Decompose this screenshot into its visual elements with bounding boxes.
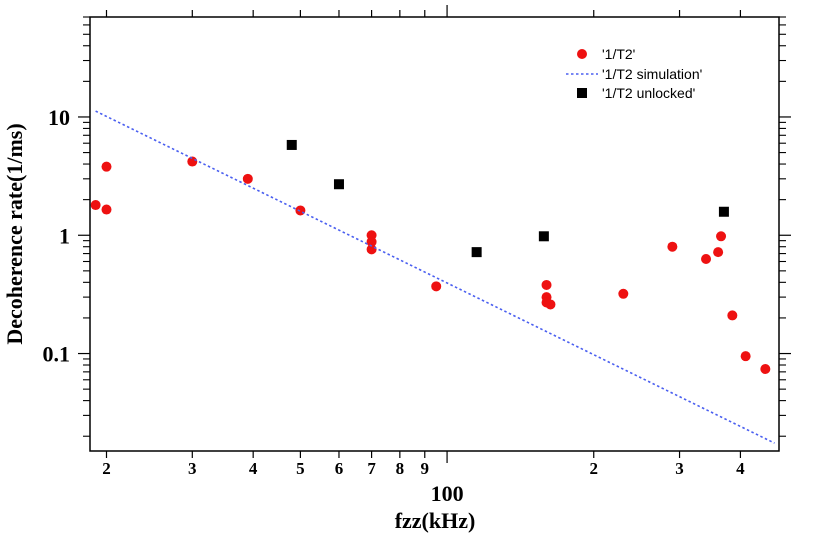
x-axis-title: fzz(kHz) (395, 508, 476, 533)
t2-point (740, 351, 751, 362)
t2-point (760, 364, 771, 375)
x-tick-label: 7 (367, 459, 376, 478)
t2-point (242, 173, 253, 184)
t2-point (101, 161, 112, 172)
t2-point (541, 279, 552, 290)
x-tick-label: 2 (102, 459, 111, 478)
y-tick-label: 10 (48, 105, 70, 130)
y-tick-label: 0.1 (43, 342, 71, 367)
x-tick-label: 100 (431, 481, 464, 506)
series-layer (90, 110, 775, 444)
tick-layer (78, 5, 791, 463)
t2-point (727, 310, 738, 321)
t2-point (618, 288, 629, 299)
simulation-line (95, 110, 775, 444)
unlocked-point (718, 206, 729, 217)
t2-point (366, 236, 377, 247)
series-0 (90, 156, 771, 375)
t2-point (295, 205, 306, 216)
legend-label-simulation: '1/T2 simulation' (602, 66, 702, 82)
t2-point (667, 241, 678, 252)
legend-marker-t2 (577, 49, 587, 59)
x-tick-label: 3 (675, 459, 684, 478)
t2-point (713, 247, 724, 258)
plot-frame (89, 16, 780, 452)
series-2 (286, 139, 729, 258)
x-tick-label: 9 (421, 459, 430, 478)
unlocked-point (286, 139, 297, 150)
x-tick-label: 3 (188, 459, 197, 478)
series-1 (95, 110, 775, 444)
legend: '1/T2' '1/T2 simulation' '1/T2 unlocked' (566, 46, 702, 101)
unlocked-point (471, 247, 482, 258)
t2-point (716, 231, 727, 242)
t2-point (101, 204, 112, 215)
t2-point (431, 281, 442, 292)
legend-label-t2: '1/T2' (602, 46, 635, 62)
y-tick-label: 1 (59, 223, 70, 248)
t2-point (701, 253, 712, 264)
unlocked-point (538, 231, 549, 242)
x-tick-label: 4 (249, 459, 258, 478)
y-axis-title: Decoherence rate(1/ms) (2, 123, 27, 344)
legend-label-unlocked: '1/T2 unlocked' (602, 85, 695, 101)
t2-point (90, 200, 101, 211)
legend-marker-unlocked (577, 88, 587, 98)
x-tick-label: 6 (335, 459, 344, 478)
unlocked-point (333, 179, 344, 190)
t2-point (366, 244, 377, 255)
t2-point (545, 299, 556, 310)
x-tick-label: 4 (736, 459, 745, 478)
x-tick-label: 5 (296, 459, 305, 478)
x-tick-label: 2 (589, 459, 598, 478)
x-tick-label: 8 (396, 459, 405, 478)
